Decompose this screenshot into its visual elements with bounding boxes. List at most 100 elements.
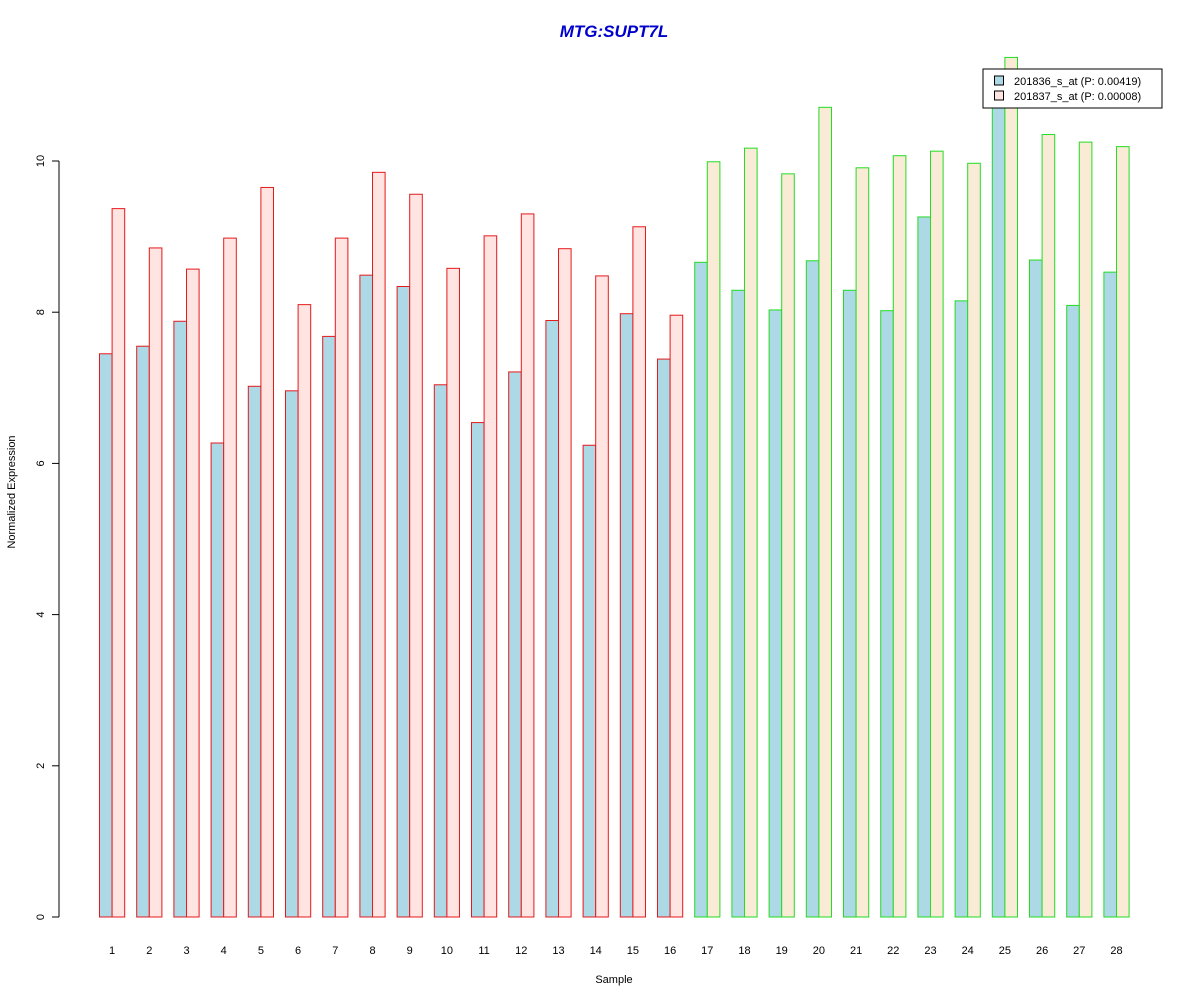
bar-201836-sample-21 xyxy=(843,289,857,918)
bar-201837-sample-27 xyxy=(1078,141,1093,918)
x-tick-label: 9 xyxy=(407,945,413,957)
bar-201837-sample-15 xyxy=(632,226,647,918)
y-tick-label: 0 xyxy=(35,914,47,920)
y-tick-label: 2 xyxy=(35,763,47,769)
bar-201837-sample-10 xyxy=(446,267,460,918)
bar-201836-sample-26 xyxy=(1029,259,1043,918)
x-tick-label: 14 xyxy=(590,945,602,957)
legend: 201836_s_at (P: 0.00419) 201837_s_at (P: … xyxy=(982,68,1163,109)
x-tick-label: 24 xyxy=(962,945,974,957)
x-tick-label: 25 xyxy=(999,945,1011,957)
bar-201836-sample-7 xyxy=(322,335,336,918)
y-tick-label: 4 xyxy=(35,612,47,618)
bar-201836-sample-17 xyxy=(694,261,708,918)
bar-201836-sample-18 xyxy=(731,289,746,918)
bar-201836-sample-28 xyxy=(1103,271,1118,918)
x-tick-label: 20 xyxy=(813,945,825,957)
x-tick-label: 15 xyxy=(627,945,639,957)
bar-201837-sample-23 xyxy=(930,150,944,918)
x-tick-label: 4 xyxy=(221,945,227,957)
legend-box xyxy=(982,68,1163,109)
bar-201837-sample-26 xyxy=(1041,134,1056,918)
bar-201837-sample-3 xyxy=(186,268,200,918)
x-tick-label: 3 xyxy=(183,945,189,957)
bar-201836-sample-6 xyxy=(285,390,299,918)
bar-201837-sample-21 xyxy=(855,167,870,918)
bar-201836-sample-1 xyxy=(99,353,113,918)
bar-201836-sample-2 xyxy=(136,345,150,918)
bar-201837-sample-14 xyxy=(595,275,609,918)
legend-entry-label: 201837_s_at (P: 0.00008) xyxy=(1014,91,1141,103)
bar-201837-sample-13 xyxy=(558,248,572,918)
bar-201837-sample-6 xyxy=(297,304,312,918)
bar-201837-sample-8 xyxy=(372,171,386,918)
bar-201837-sample-5 xyxy=(260,186,274,918)
bar-201836-sample-20 xyxy=(805,260,820,918)
bar-201837-sample-20 xyxy=(818,106,833,918)
bar-201836-sample-12 xyxy=(508,371,522,918)
x-tick-label: 28 xyxy=(1110,945,1122,957)
bar-201837-sample-17 xyxy=(706,161,721,918)
bar-201836-sample-15 xyxy=(619,313,634,918)
bar-201837-sample-4 xyxy=(223,237,237,918)
bar-201837-sample-19 xyxy=(781,173,795,918)
x-tick-label: 13 xyxy=(552,945,564,957)
bar-201837-sample-1 xyxy=(111,208,126,918)
x-tick-label: 21 xyxy=(850,945,862,957)
x-tick-label: 6 xyxy=(295,945,301,957)
x-tick-label: 12 xyxy=(515,945,527,957)
x-tick-label: 1 xyxy=(109,945,115,957)
y-tick-label: 8 xyxy=(35,309,47,315)
x-tick-label: 5 xyxy=(258,945,264,957)
bar-201836-sample-19 xyxy=(768,309,783,918)
x-axis-label: Sample xyxy=(595,974,632,986)
bar-201836-sample-23 xyxy=(917,216,932,918)
bar-201836-sample-4 xyxy=(210,442,225,918)
bar-201837-sample-24 xyxy=(967,162,981,918)
y-axis-label: Normalized Expression xyxy=(6,435,18,548)
bar-201836-sample-9 xyxy=(396,285,411,918)
bar-201837-sample-12 xyxy=(520,213,535,918)
x-tick-label: 16 xyxy=(664,945,676,957)
bar-201837-sample-16 xyxy=(669,314,684,918)
x-tick-label: 22 xyxy=(887,945,899,957)
chart-title: MTG:SUPT7L xyxy=(560,22,669,41)
bar-201836-sample-14 xyxy=(582,444,597,918)
x-tick-label: 19 xyxy=(776,945,788,957)
x-tick-label: 23 xyxy=(924,945,936,957)
bar-201836-sample-27 xyxy=(1066,304,1080,918)
bar-201836-sample-24 xyxy=(954,300,969,918)
x-tick-label: 17 xyxy=(701,945,713,957)
x-tick-label: 18 xyxy=(738,945,750,957)
legend-swatch xyxy=(994,75,1004,86)
bar-201837-sample-18 xyxy=(744,147,758,918)
legend-entry-label: 201836_s_at (P: 0.00419) xyxy=(1014,76,1141,88)
bars-layer xyxy=(99,56,1130,918)
bar-201837-sample-7 xyxy=(334,237,349,918)
bar-201837-sample-9 xyxy=(409,193,423,918)
bar-201836-sample-10 xyxy=(433,384,448,918)
x-tick-labels: 1 2 3 4 5 6 7 8 9 10 11 12 13 14 15 16 17 18 19 20 21 22 23 24 2… xyxy=(109,945,1123,957)
bar-201837-sample-28 xyxy=(1116,146,1130,918)
bar-201836-sample-13 xyxy=(545,320,560,918)
bar-201836-sample-5 xyxy=(247,385,262,918)
y-tick-label: 6 xyxy=(35,460,47,466)
bar-201836-sample-8 xyxy=(359,274,373,918)
bar-201836-sample-25 xyxy=(991,92,1006,918)
x-tick-label: 26 xyxy=(1036,945,1048,957)
bar-201837-sample-22 xyxy=(892,155,907,918)
y-axis: 0 2 4 6 8 10 xyxy=(35,155,60,920)
bar-201836-sample-22 xyxy=(880,310,894,918)
x-tick-label: 7 xyxy=(332,945,338,957)
y-tick-label: 10 xyxy=(35,155,47,167)
x-tick-label: 27 xyxy=(1073,945,1085,957)
bar-201836-sample-16 xyxy=(657,358,671,918)
legend-swatch xyxy=(994,90,1004,101)
x-tick-label: 8 xyxy=(369,945,375,957)
x-tick-label: 2 xyxy=(146,945,152,957)
x-tick-label: 11 xyxy=(478,945,489,957)
bar-201837-sample-2 xyxy=(148,247,163,918)
bar-201836-sample-3 xyxy=(173,320,187,918)
x-tick-label: 10 xyxy=(441,945,453,957)
